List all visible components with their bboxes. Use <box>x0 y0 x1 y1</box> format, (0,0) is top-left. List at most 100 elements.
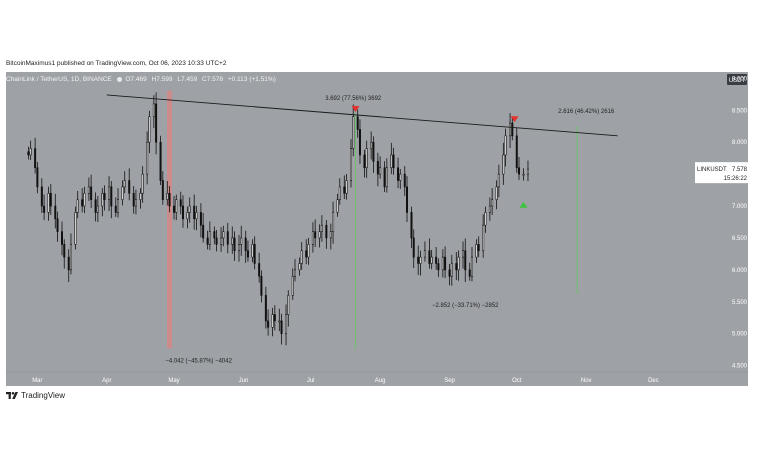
x-tick-label: Oct <box>512 378 522 384</box>
candle-body-36 <box>148 116 151 143</box>
candle-body-91 <box>336 199 339 213</box>
candle-body-122 <box>441 256 444 271</box>
last-price-label: 7.578 <box>732 167 748 173</box>
candle-body-125 <box>450 263 453 277</box>
y-tick-label: 6.500 <box>732 236 748 242</box>
currency-badge[interactable] <box>727 74 747 85</box>
candle-body-107 <box>390 154 393 169</box>
candlestick-chart[interactable]: −4.042 (−45.87%) −4042 3.692 (77.56%) 369… <box>6 72 748 386</box>
y-tick-label: 4.500 <box>732 364 748 370</box>
candle-body-130 <box>468 269 471 277</box>
candle-body-119 <box>430 256 433 264</box>
candle-body-35 <box>146 141 149 175</box>
candle-body-96 <box>352 116 355 149</box>
candle-body-114 <box>412 237 415 258</box>
candle-body-64 <box>244 237 247 252</box>
candle-body-74 <box>278 320 281 323</box>
footer-brand[interactable]: TradingView <box>6 391 65 400</box>
publisher-line: BitcoinMaximus1 published on TradingView… <box>6 60 227 67</box>
y-tick-label: 8.500 <box>732 108 748 114</box>
candle-body-137 <box>491 199 494 207</box>
candle-body-2 <box>34 148 37 169</box>
candle-body-17 <box>83 192 86 207</box>
candle-body-52 <box>202 224 205 239</box>
candle-body-110 <box>399 173 402 181</box>
candle-body-127 <box>457 256 460 271</box>
candle-body-23 <box>103 192 106 200</box>
countdown-label: 15:26:22 <box>724 176 748 182</box>
candle-body-18 <box>87 186 90 194</box>
candle-body-43 <box>173 205 176 213</box>
x-tick-label: Jul <box>307 378 315 384</box>
candle-body-9 <box>56 218 59 232</box>
candle-body-98 <box>358 129 361 156</box>
candle-body-50 <box>195 212 198 220</box>
candle-body-4 <box>40 186 43 207</box>
candle-body-10 <box>61 231 64 245</box>
candle-body-66 <box>251 244 254 258</box>
candle-body-131 <box>470 256 473 277</box>
candle-body-48 <box>188 205 191 213</box>
candle-body-141 <box>504 135 507 156</box>
candle-body-5 <box>43 205 46 213</box>
candle-body-57 <box>220 237 223 245</box>
candle-body-37 <box>152 103 155 117</box>
candle-body-7 <box>49 192 52 207</box>
candle-body-133 <box>477 244 480 252</box>
candle-body-63 <box>240 237 243 245</box>
chart-panel[interactable]: −4.042 (−45.87%) −4042 3.692 (77.56%) 369… <box>6 72 748 386</box>
candle-body-73 <box>273 314 276 322</box>
x-tick-label: Mar <box>32 378 42 384</box>
candle-body-124 <box>448 269 451 277</box>
candle-body-147 <box>526 168 529 175</box>
candle-body-14 <box>74 212 77 245</box>
change-value: +0.113 (+1.51%) <box>227 76 276 83</box>
low-value: 7.459 <box>180 76 198 83</box>
candle-body-136 <box>488 205 491 213</box>
candle-body-67 <box>253 244 256 264</box>
x-tick-label: Sep <box>444 378 455 384</box>
symbol-name[interactable]: ChainLink / TetherUS, 1D, BINANCE <box>6 76 112 83</box>
x-tick-label: May <box>168 378 179 384</box>
candle-body-104 <box>379 167 382 175</box>
candle-body-41 <box>166 192 169 200</box>
candle-body-1 <box>29 148 32 156</box>
candle-body-135 <box>484 212 487 226</box>
x-tick-label: Apr <box>102 378 111 384</box>
candle-body-134 <box>482 224 485 252</box>
y-tick-label: 7.000 <box>732 204 748 210</box>
candle-body-42 <box>168 192 171 207</box>
candle-body-82 <box>305 250 308 258</box>
candle-body-132 <box>475 244 478 258</box>
candle-body-69 <box>260 275 263 296</box>
candle-body-140 <box>502 154 505 175</box>
candle-body-87 <box>320 224 323 232</box>
symbol-legend: ChainLink / TetherUS, 1D, BINANCE O7.469… <box>6 76 276 83</box>
candle-body-15 <box>76 199 79 213</box>
candle-body-90 <box>332 212 335 232</box>
candle-body-77 <box>287 295 290 315</box>
candle-body-24 <box>108 186 111 200</box>
x-tick-label: Nov <box>581 378 592 384</box>
candle-body-25 <box>110 186 113 207</box>
candle-body-38 <box>155 103 158 143</box>
candle-body-129 <box>464 250 467 271</box>
open-label: O <box>125 76 131 83</box>
close-label: C <box>202 76 207 83</box>
candle-body-20 <box>94 199 97 213</box>
candle-body-62 <box>237 244 240 252</box>
candle-body-44 <box>175 199 178 213</box>
candle-body-97 <box>356 116 359 130</box>
candle-body-94 <box>345 180 348 194</box>
symbol-tag: LINKUSDT <box>697 167 727 173</box>
candle-body-47 <box>186 212 189 220</box>
last-price-tag-bg <box>695 162 748 184</box>
y-tick-label: 8.000 <box>732 140 748 146</box>
candle-body-27 <box>117 199 120 213</box>
y-tick-label: 9.000 <box>732 76 748 82</box>
candle-body-54 <box>208 231 211 245</box>
candle-body-51 <box>199 212 202 226</box>
candle-body-138 <box>495 186 498 200</box>
close-value: 7.578 <box>206 76 224 83</box>
candle-body-144 <box>515 135 518 169</box>
